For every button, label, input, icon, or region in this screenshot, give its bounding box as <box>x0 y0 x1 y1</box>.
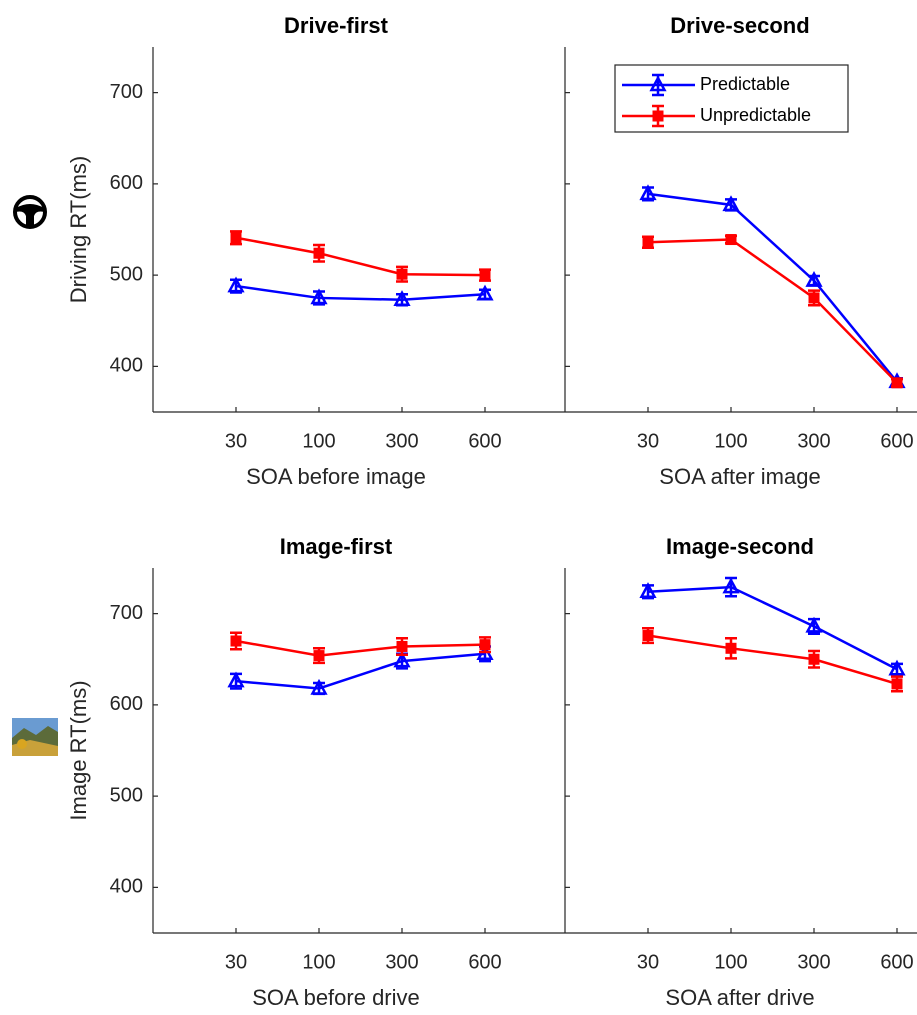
marker <box>313 247 325 259</box>
series-line <box>235 284 486 302</box>
marker <box>888 659 906 676</box>
series-line <box>235 652 486 690</box>
landscape-image-icon <box>12 718 58 756</box>
marker <box>722 577 740 594</box>
marker <box>310 288 328 305</box>
y-tick-label: 600 <box>110 693 143 715</box>
x-tick-label: 30 <box>225 951 247 973</box>
marker <box>725 234 737 246</box>
marker <box>652 110 664 122</box>
marker <box>396 640 408 652</box>
series-line <box>647 634 898 686</box>
y-axis-label: Driving RT(ms) <box>66 156 91 303</box>
series-line <box>647 238 898 384</box>
x-axis-label: SOA before drive <box>252 985 420 1010</box>
marker <box>479 639 491 651</box>
marker <box>227 671 245 688</box>
marker <box>891 377 903 389</box>
x-axis-label: SOA after image <box>659 464 820 489</box>
marker <box>649 75 667 92</box>
x-tick-label: 100 <box>714 430 747 452</box>
panel-title: Image-second <box>666 534 814 559</box>
marker <box>476 284 494 301</box>
x-tick-label: 600 <box>468 951 501 973</box>
marker <box>891 678 903 690</box>
marker <box>393 651 411 668</box>
x-axis-label: SOA before image <box>246 464 426 489</box>
x-tick-label: 300 <box>797 951 830 973</box>
marker <box>808 292 820 304</box>
y-tick-label: 700 <box>110 602 143 624</box>
x-tick-label: 300 <box>385 430 418 452</box>
marker <box>725 642 737 654</box>
marker <box>310 678 328 695</box>
marker <box>805 616 823 633</box>
y-tick-label: 500 <box>110 784 143 806</box>
panel-title: Drive-first <box>284 13 389 38</box>
x-tick-label: 600 <box>880 951 913 973</box>
x-tick-label: 100 <box>302 430 335 452</box>
series-line <box>647 192 898 383</box>
x-tick-label: 100 <box>714 951 747 973</box>
y-tick-label: 400 <box>110 876 143 898</box>
series-line <box>235 639 486 657</box>
x-axis-label: SOA after drive <box>665 985 814 1010</box>
y-tick-label: 500 <box>110 263 143 285</box>
legend-label: Predictable <box>700 74 790 94</box>
y-tick-label: 600 <box>110 172 143 194</box>
panel-title: Image-first <box>280 534 393 559</box>
x-tick-label: 600 <box>880 430 913 452</box>
y-tick-label: 700 <box>110 81 143 103</box>
y-tick-label: 400 <box>110 355 143 377</box>
series-line <box>647 585 898 671</box>
marker <box>396 268 408 280</box>
x-tick-label: 100 <box>302 951 335 973</box>
series-line <box>235 236 486 277</box>
marker <box>639 184 657 201</box>
marker <box>230 635 242 647</box>
x-tick-label: 30 <box>225 430 247 452</box>
marker <box>393 290 411 307</box>
marker <box>642 236 654 248</box>
marker <box>313 650 325 662</box>
x-tick-label: 30 <box>637 951 659 973</box>
marker <box>639 582 657 598</box>
x-tick-label: 600 <box>468 430 501 452</box>
marker <box>479 269 491 281</box>
legend-label: Unpredictable <box>700 105 811 125</box>
x-tick-label: 300 <box>797 430 830 452</box>
steering-wheel-icon <box>13 195 47 229</box>
marker <box>230 232 242 244</box>
marker <box>227 276 245 293</box>
marker <box>805 270 823 287</box>
x-tick-label: 30 <box>637 430 659 452</box>
x-tick-label: 300 <box>385 951 418 973</box>
marker <box>642 630 654 642</box>
panel-title: Drive-second <box>670 13 809 38</box>
marker <box>808 653 820 665</box>
marker <box>722 195 740 212</box>
y-axis-label: Image RT(ms) <box>66 680 91 820</box>
